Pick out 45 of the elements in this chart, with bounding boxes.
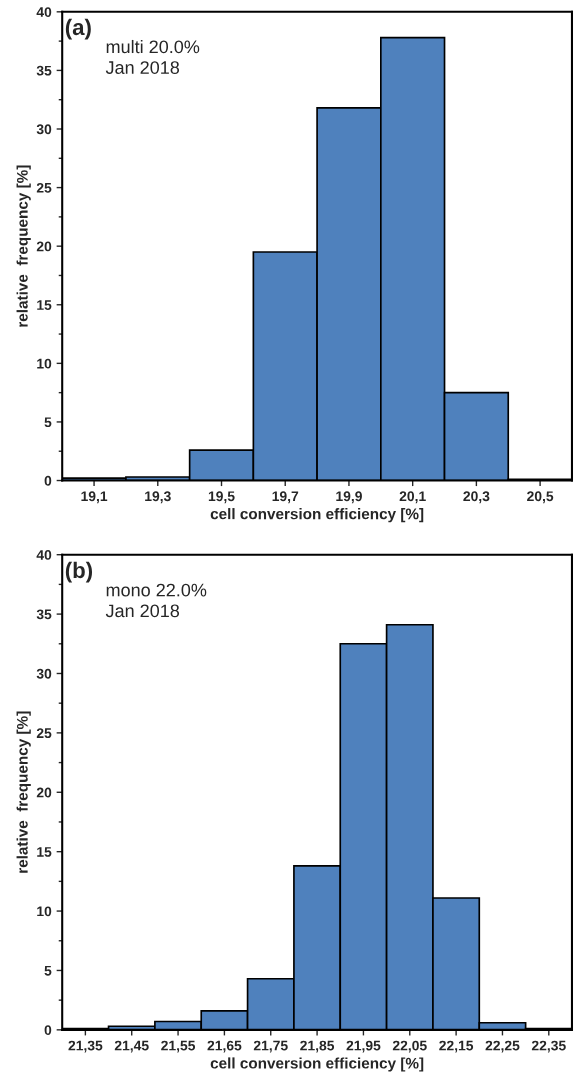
x-axis-title: cell conversion efficiency [%]	[210, 508, 424, 523]
annotation: (a)	[65, 18, 91, 40]
y-tick-label: 25	[36, 182, 52, 193]
x-tick-label: 20,1	[399, 491, 426, 504]
x-tick-label: 19,1	[81, 491, 108, 504]
y-tick-label: 30	[36, 124, 52, 135]
y-axis-title: relative frequency [%]	[16, 711, 31, 873]
y-tick-label: 10	[37, 358, 52, 369]
y-tick-label: 25	[36, 728, 52, 739]
y-tick-label: 10	[37, 906, 52, 917]
x-tick-label: 21,35	[68, 1040, 103, 1053]
y-tick-label: 5	[44, 417, 52, 428]
annotation: (b)	[65, 561, 93, 583]
y-tick-label: 15	[37, 847, 52, 857]
y-tick-label: 35	[36, 65, 52, 76]
y-axis-title: relative frequency [%]	[16, 165, 31, 327]
y-tick-label: 20	[36, 787, 52, 798]
x-tick-label: 21,65	[207, 1040, 242, 1053]
x-tick-label: 22,35	[531, 1040, 566, 1053]
x-tick-label: 21,85	[300, 1040, 335, 1053]
x-tick-label: 19,5	[208, 491, 235, 504]
y-tick-label: 40	[36, 7, 52, 17]
x-tick-label: 21,75	[253, 1040, 288, 1053]
x-tick-label: 19,3	[145, 491, 171, 504]
x-tick-label: 22,25	[485, 1040, 520, 1053]
x-tick-label: 20,3	[463, 491, 490, 504]
x-axis-title: cell conversion efficiency [%]	[210, 1057, 424, 1072]
y-tick-label: 35	[36, 609, 52, 620]
x-tick-label: 19,7	[272, 491, 299, 504]
x-tick-label: 22,05	[392, 1040, 427, 1053]
y-tick-label: 30	[36, 668, 52, 679]
y-tick-label: 40	[36, 550, 52, 560]
annotation: multi 20.0% Jan 2018	[105, 39, 200, 74]
x-tick-label: 20,5	[527, 491, 554, 504]
x-tick-label: 21,45	[114, 1040, 149, 1053]
y-tick-label: 0	[44, 475, 52, 486]
y-tick-label: 5	[44, 965, 52, 976]
x-tick-label: 19,9	[336, 491, 362, 504]
y-tick-label: 20	[36, 241, 52, 252]
x-tick-label: 21,55	[161, 1040, 196, 1053]
y-tick-label: 0	[44, 1025, 52, 1036]
annotation: mono 22.0% Jan 2018	[105, 583, 207, 618]
y-tick-label: 15	[37, 300, 52, 310]
x-tick-label: 21,95	[346, 1040, 381, 1053]
x-tick-label: 22,15	[439, 1040, 474, 1053]
